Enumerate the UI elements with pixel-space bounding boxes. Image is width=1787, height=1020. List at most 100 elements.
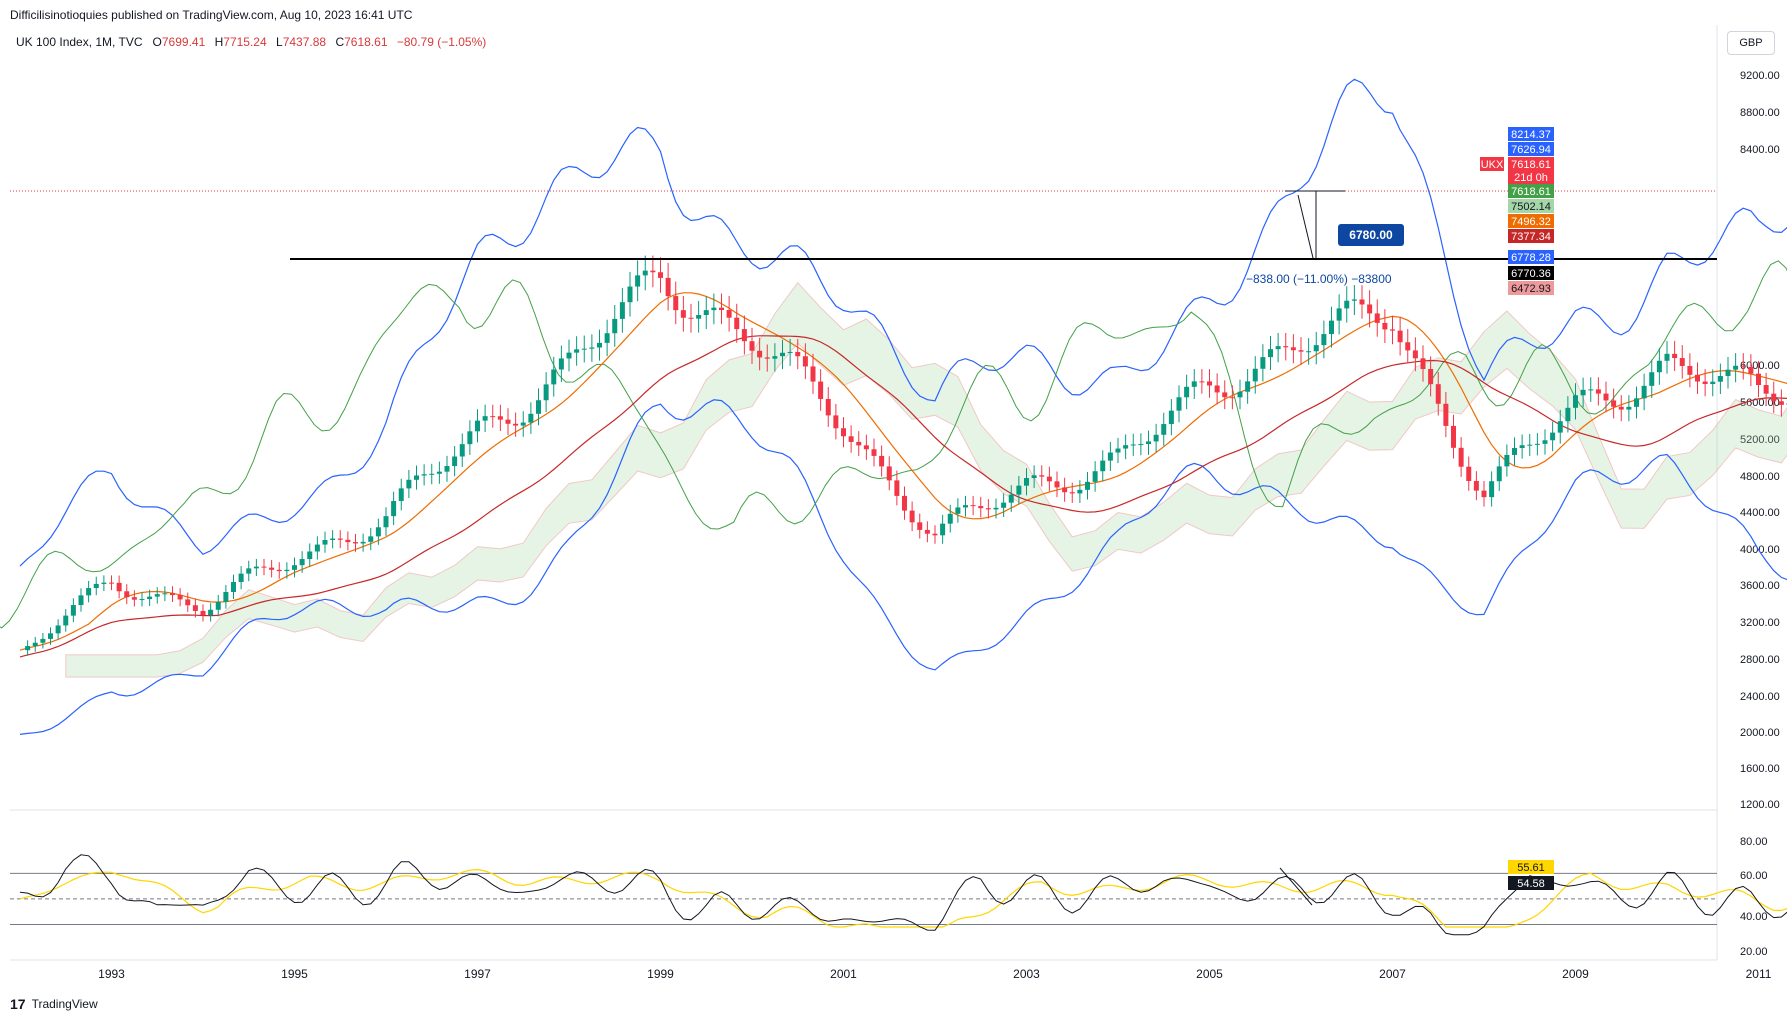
candle-body xyxy=(1443,403,1449,426)
candle-body xyxy=(1138,444,1144,446)
candle-body xyxy=(1656,360,1662,373)
candle-body xyxy=(292,565,297,570)
time-tick-label: 2007 xyxy=(1379,967,1406,981)
candle-body xyxy=(1062,487,1068,493)
price-tick-label: 8400.00 xyxy=(1740,144,1780,156)
time-tick-label: 2011 xyxy=(1746,967,1772,981)
candle-body xyxy=(1176,397,1182,411)
candle-body xyxy=(1542,440,1548,444)
candle-body xyxy=(1672,353,1678,359)
candle-body xyxy=(1245,381,1251,392)
candle-body xyxy=(192,605,198,611)
candle-body xyxy=(200,610,206,616)
change-value: −80.79 (−1.05%) xyxy=(396,35,487,49)
price-tick-label: 2800.00 xyxy=(1740,654,1780,666)
candle-body xyxy=(703,310,709,316)
candle-body xyxy=(1733,365,1739,370)
candle-body xyxy=(917,522,923,530)
candle-body xyxy=(1527,444,1533,446)
candle-body xyxy=(1649,372,1655,386)
candle-body xyxy=(1740,365,1746,367)
publisher-line: Difficilisinotioquies published on Tradi… xyxy=(10,8,413,22)
price-label-text: 6778.28 xyxy=(1511,252,1551,264)
candle-body xyxy=(25,646,31,651)
candle-body xyxy=(741,329,747,342)
candle-body xyxy=(353,542,358,544)
price-label-box xyxy=(1508,281,1554,295)
price-label-text: 7377.34 xyxy=(1511,231,1551,243)
price-tick-label: 1600.00 xyxy=(1740,763,1780,775)
candle-body xyxy=(1717,375,1723,382)
candle-body xyxy=(1039,475,1045,477)
candle-body xyxy=(1481,490,1487,498)
candle-body xyxy=(1725,369,1731,376)
price-tick-label: 3200.00 xyxy=(1740,617,1780,629)
candle-body xyxy=(963,505,968,508)
symbol-legend: UK 100 Index, 1M, TVC O7699.41 H7715.24 … xyxy=(16,35,492,49)
candle-body xyxy=(1367,304,1373,314)
candle-body xyxy=(1405,342,1411,351)
candle-body xyxy=(459,444,465,457)
candle-body xyxy=(1702,381,1708,385)
candle-body xyxy=(223,591,229,602)
lagging-span-line xyxy=(0,260,1787,629)
candle-body xyxy=(497,416,503,420)
candle-body xyxy=(101,582,107,584)
candle-body xyxy=(1390,329,1395,331)
candle-body xyxy=(604,333,610,343)
candle-body xyxy=(63,615,69,626)
open-value: 7699.41 xyxy=(161,35,206,49)
candle-body xyxy=(78,595,84,606)
time-tick-label: 2001 xyxy=(830,967,857,981)
candle-body xyxy=(1626,406,1632,410)
candle-body xyxy=(802,356,808,367)
low-label: L xyxy=(276,35,283,49)
rsi-tick-label: 60.00 xyxy=(1740,870,1768,882)
time-tick-label: 2003 xyxy=(1013,967,1040,981)
candle-body xyxy=(574,349,580,353)
candle-body xyxy=(1191,381,1197,387)
candle-body xyxy=(985,508,991,510)
candle-body xyxy=(1069,492,1075,494)
candle-body xyxy=(734,317,740,330)
time-tick-label: 1999 xyxy=(647,967,674,981)
candle-body xyxy=(215,601,221,610)
candle-body xyxy=(1756,373,1761,386)
candle-body xyxy=(1512,448,1517,455)
symbol-tag-box xyxy=(1480,157,1504,171)
candle-body xyxy=(398,488,404,502)
candle-body xyxy=(1550,432,1556,441)
symbol-tag-text: UKX xyxy=(1481,159,1504,171)
candles xyxy=(25,255,1787,656)
candle-body xyxy=(1168,410,1174,425)
candle-body xyxy=(1519,445,1525,449)
candle-body xyxy=(680,310,686,318)
price-label-box xyxy=(1508,229,1554,243)
price-label-text: 7618.61 xyxy=(1511,186,1551,198)
price-tick-label: 2400.00 xyxy=(1740,691,1780,703)
candle-body xyxy=(1489,481,1495,498)
candle-body xyxy=(848,436,854,442)
price-label-text: 6770.36 xyxy=(1511,268,1551,280)
candle-body xyxy=(383,516,389,528)
price-tick-label: 4800.00 xyxy=(1740,471,1780,483)
candle-body xyxy=(1428,368,1434,385)
price-tick-label: 3600.00 xyxy=(1740,580,1780,592)
candle-body xyxy=(1153,434,1159,442)
candle-body xyxy=(337,538,343,540)
price-label-box xyxy=(1508,199,1554,213)
candle-body xyxy=(1214,385,1220,393)
candle-body xyxy=(787,351,793,353)
candle-body xyxy=(520,422,526,426)
candle-body xyxy=(1199,381,1205,383)
currency-button[interactable]: GBP xyxy=(1727,31,1775,55)
candle-body xyxy=(1321,334,1327,346)
candle-body xyxy=(1473,480,1479,491)
candle-body xyxy=(162,593,168,595)
candle-body xyxy=(1687,365,1693,375)
candle-body xyxy=(231,581,236,592)
candle-body xyxy=(1008,494,1014,503)
candle-body xyxy=(1336,308,1342,321)
candle-body xyxy=(1420,358,1426,369)
